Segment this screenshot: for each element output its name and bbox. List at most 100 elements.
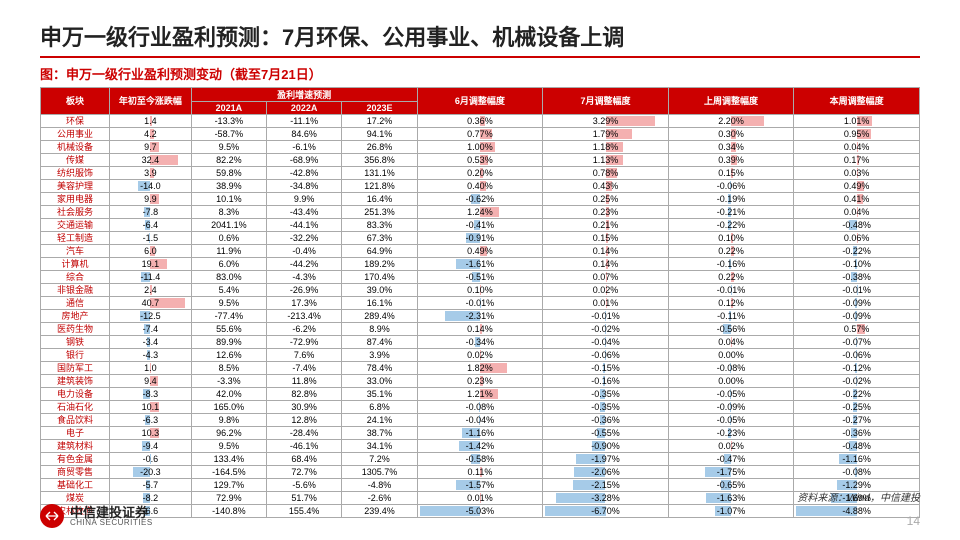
cell-adj: 0.22% (668, 245, 794, 258)
cell-sector: 机械设备 (41, 141, 110, 154)
logo-text-cn: 中信建投证券 (70, 506, 153, 519)
cell-forecast: 24.1% (342, 414, 417, 427)
cell-ytd: -7.8 (110, 206, 192, 219)
table-row: 传媒32.482.2%-68.9%356.8%0.53%1.13%0.39%0.… (41, 154, 920, 167)
cell-forecast: 121.8% (342, 180, 417, 193)
cell-adj: -0.06% (668, 180, 794, 193)
cell-adj: -1.16% (417, 427, 543, 440)
cell-adj: 1.01% (794, 115, 920, 128)
cell-forecast: 67.3% (342, 232, 417, 245)
col-adj7: 7月调整幅度 (543, 88, 669, 115)
cell-adj: -0.09% (794, 297, 920, 310)
table-row: 有色金属-0.6133.4%68.4%7.2%-0.58%-1.97%-0.47… (41, 453, 920, 466)
cell-adj: 1.82% (417, 362, 543, 375)
cell-forecast: -46.1% (267, 440, 342, 453)
col-ytd: 年初至今涨跌幅 (110, 88, 192, 115)
cell-forecast: 8.9% (342, 323, 417, 336)
table-row: 公用事业4.2-58.7%84.6%94.1%0.77%1.79%0.30%0.… (41, 128, 920, 141)
table-row: 基础化工-5.7129.7%-5.6%-4.8%-1.57%-2.15%-0.6… (41, 479, 920, 492)
cell-forecast: 30.9% (267, 401, 342, 414)
table-row: 纺织服饰3.959.8%-42.8%131.1%0.20%0.78%0.15%0… (41, 167, 920, 180)
cell-forecast: 8.5% (191, 362, 266, 375)
cell-adj: -5.03% (417, 505, 543, 518)
cell-ytd: 1.0 (110, 362, 192, 375)
cell-adj: 0.00% (668, 349, 794, 362)
col-adj6: 6月调整幅度 (417, 88, 543, 115)
cell-adj: 0.20% (417, 167, 543, 180)
cell-sector: 环保 (41, 115, 110, 128)
cell-adj: 2.20% (668, 115, 794, 128)
cell-adj: 0.02% (543, 284, 669, 297)
cell-sector: 食品饮料 (41, 414, 110, 427)
cell-adj: -0.55% (543, 427, 669, 440)
cell-adj: 0.40% (417, 180, 543, 193)
cell-adj: -0.11% (668, 310, 794, 323)
cell-forecast: 9.9% (267, 193, 342, 206)
cell-forecast: 7.6% (267, 349, 342, 362)
cell-adj: -0.04% (417, 414, 543, 427)
cell-adj: 1.13% (543, 154, 669, 167)
cell-forecast: 12.8% (267, 414, 342, 427)
table-row: 非银金融2.45.4%-26.9%39.0%0.10%0.02%-0.01%-0… (41, 284, 920, 297)
cell-adj: 0.23% (417, 375, 543, 388)
cell-forecast: -5.6% (267, 479, 342, 492)
cell-adj: -0.15% (543, 362, 669, 375)
cell-forecast: -77.4% (191, 310, 266, 323)
cell-adj: -2.06% (543, 466, 669, 479)
cell-sector: 纺织服饰 (41, 167, 110, 180)
cell-adj: -0.41% (417, 219, 543, 232)
cell-forecast: 55.6% (191, 323, 266, 336)
cell-forecast: 17.2% (342, 115, 417, 128)
col-adjThis: 本周调整幅度 (794, 88, 920, 115)
cell-sector: 医药生物 (41, 323, 110, 336)
cell-forecast: 38.7% (342, 427, 417, 440)
cell-ytd: 19.1 (110, 258, 192, 271)
cell-adj: -0.90% (543, 440, 669, 453)
table-row: 煤炭-8.272.9%51.7%-2.6%0.01%-3.28%-1.63%-1… (41, 492, 920, 505)
cell-adj: 0.11% (417, 466, 543, 479)
cell-adj: -0.16% (668, 258, 794, 271)
cell-adj: 0.04% (668, 336, 794, 349)
table-row: 商贸零售-20.3-164.5%72.7%1305.7%0.11%-2.06%-… (41, 466, 920, 479)
cell-adj: 0.14% (543, 258, 669, 271)
cell-adj: 0.01% (417, 492, 543, 505)
cell-adj: 0.39% (668, 154, 794, 167)
cell-forecast: 133.4% (191, 453, 266, 466)
chart-subtitle: 图：申万一级行业盈利预测变动（截至7月21日） (40, 64, 920, 83)
cell-forecast: -72.9% (267, 336, 342, 349)
col-sector: 板块 (41, 88, 110, 115)
table-header: 板块 年初至今涨跌幅 盈利增速预测 6月调整幅度 7月调整幅度 上周调整幅度 本… (41, 88, 920, 115)
cell-ytd: 6.0 (110, 245, 192, 258)
logo: 中信建投证券 CHINA SECURITIES (40, 504, 153, 528)
cell-adj: -0.08% (417, 401, 543, 414)
table-row: 综合-11.483.0%-4.3%170.4%-0.51%0.07%0.22%-… (41, 271, 920, 284)
cell-sector: 社会服务 (41, 206, 110, 219)
cell-adj: -0.22% (794, 245, 920, 258)
cell-adj: -0.36% (794, 427, 920, 440)
table-row: 农林牧渔-6.6-140.8%155.4%239.4%-5.03%-6.70%-… (41, 505, 920, 518)
cell-forecast: -7.4% (267, 362, 342, 375)
cell-forecast: 87.4% (342, 336, 417, 349)
cell-adj: 0.23% (543, 206, 669, 219)
cell-adj: 0.03% (794, 167, 920, 180)
table-row: 医药生物-7.455.6%-6.2%8.9%0.14%-0.02%-0.56%0… (41, 323, 920, 336)
cell-forecast: 12.6% (191, 349, 266, 362)
cell-forecast: 9.5% (191, 297, 266, 310)
cell-sector: 电子 (41, 427, 110, 440)
cell-forecast: -11.1% (267, 115, 342, 128)
cell-forecast: -34.8% (267, 180, 342, 193)
cell-adj: -0.10% (794, 258, 920, 271)
cell-forecast: -164.5% (191, 466, 266, 479)
cell-forecast: 83.0% (191, 271, 266, 284)
cell-adj: -6.70% (543, 505, 669, 518)
page-title: 申万一级行业盈利预测：7月环保、公用事业、机械设备上调 (40, 20, 920, 52)
cell-forecast: -140.8% (191, 505, 266, 518)
forecast-table: 板块 年初至今涨跌幅 盈利增速预测 6月调整幅度 7月调整幅度 上周调整幅度 本… (40, 87, 920, 518)
table-row: 钢铁-3.489.9%-72.9%87.4%-0.34%-0.04%0.04%-… (41, 336, 920, 349)
cell-forecast: 6.8% (342, 401, 417, 414)
cell-adj: 0.02% (668, 440, 794, 453)
table-row: 建筑材料-9.49.5%-46.1%34.1%-1.42%-0.90%0.02%… (41, 440, 920, 453)
table-row: 环保1.4-13.3%-11.1%17.2%0.36%3.29%2.20%1.0… (41, 115, 920, 128)
cell-adj: 0.21% (543, 219, 669, 232)
cell-adj: -0.06% (794, 349, 920, 362)
